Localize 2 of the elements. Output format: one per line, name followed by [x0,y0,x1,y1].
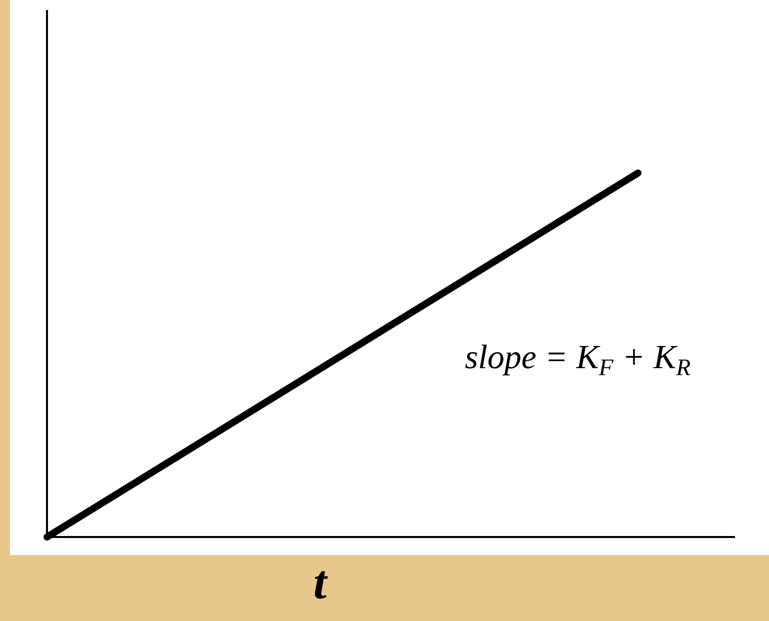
x-axis-title: t [314,571,328,599]
annotation: slope = K$_{F}$ + K$_{R}$ [465,344,690,376]
